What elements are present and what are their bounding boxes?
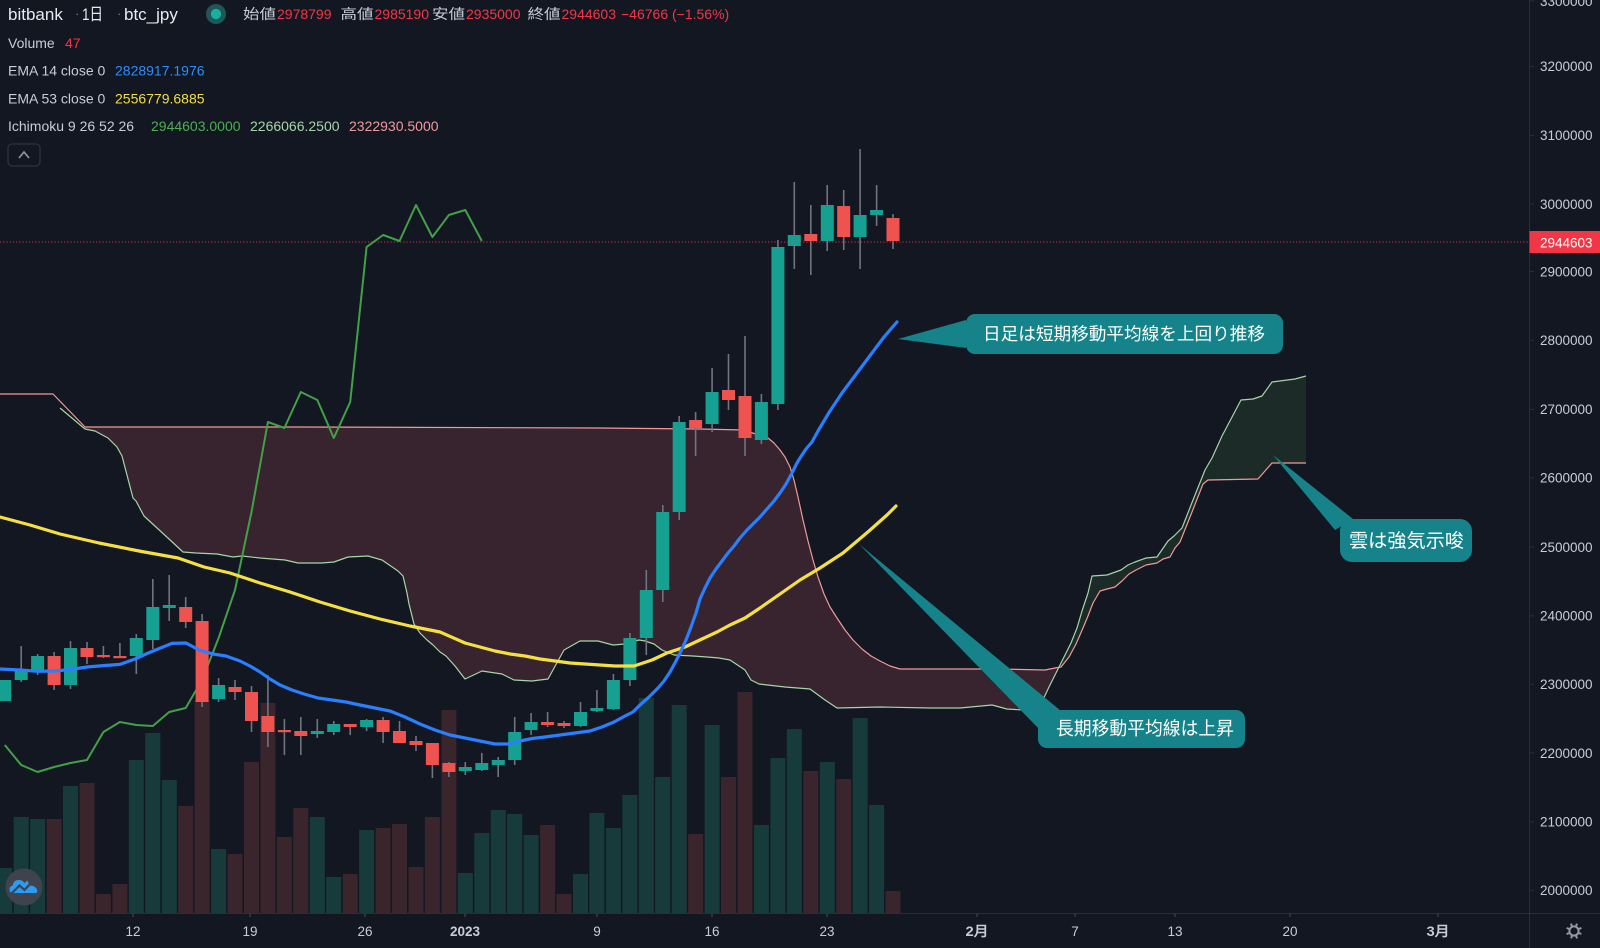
svg-text:20: 20 [1282,924,1297,939]
svg-text:2700000: 2700000 [1540,402,1593,417]
svg-text:3200000: 3200000 [1540,59,1593,74]
svg-text:長期移動平均線は上昇: 長期移動平均線は上昇 [1056,718,1234,739]
svg-text:2985190: 2985190 [375,6,430,22]
svg-text:2500000: 2500000 [1540,540,1593,555]
svg-text:3月: 3月 [1427,924,1450,939]
svg-text:2944603: 2944603 [562,6,617,22]
svg-text:bitbank: bitbank [8,5,63,24]
svg-text:2828917.1976: 2828917.1976 [115,63,205,79]
svg-text:12: 12 [125,924,140,939]
svg-text:2935000: 2935000 [466,6,521,22]
svg-text:2600000: 2600000 [1540,471,1593,486]
svg-text:始値: 始値 [243,6,276,22]
svg-text:EMA 53 close 0: EMA 53 close 0 [8,91,105,107]
svg-text:2400000: 2400000 [1540,609,1593,624]
svg-text:2944603: 2944603 [1540,235,1593,250]
svg-text:2023: 2023 [450,924,481,939]
svg-text:·: · [75,6,79,21]
svg-text:Volume: Volume [8,35,55,51]
svg-text:2266066.2500: 2266066.2500 [250,118,340,134]
svg-text:3300000: 3300000 [1540,0,1593,9]
svg-text:2300000: 2300000 [1540,677,1593,692]
svg-text:2200000: 2200000 [1540,746,1593,761]
svg-text:2322930.5000: 2322930.5000 [349,118,439,134]
svg-text:16: 16 [704,924,719,939]
svg-text:3100000: 3100000 [1540,128,1593,143]
svg-text:1日: 1日 [82,5,103,24]
svg-text:13: 13 [1167,924,1182,939]
svg-text:2556779.6885: 2556779.6885 [115,91,205,107]
svg-text:日足は短期移動平均線を上回り推移: 日足は短期移動平均線を上回り推移 [983,324,1265,344]
svg-text:23: 23 [819,924,834,939]
svg-text:3000000: 3000000 [1540,197,1593,212]
svg-text:47: 47 [65,35,81,51]
svg-text:26: 26 [357,924,372,939]
svg-text:高値: 高値 [341,6,374,22]
svg-text:安値: 安値 [432,6,465,22]
svg-text:2000000: 2000000 [1540,883,1593,898]
svg-text:2800000: 2800000 [1540,333,1593,348]
svg-text:9: 9 [593,924,601,939]
svg-text:Ichimoku 9 26 52 26: Ichimoku 9 26 52 26 [8,118,134,134]
svg-text:·: · [117,6,121,21]
svg-text:−46766 (−1.56%): −46766 (−1.56%) [621,6,729,22]
svg-text:btc_jpy: btc_jpy [124,5,178,24]
svg-text:2978799: 2978799 [277,6,332,22]
svg-text:2900000: 2900000 [1540,264,1593,279]
svg-text:2944603.0000: 2944603.0000 [151,118,241,134]
svg-text:終値: 終値 [528,6,561,22]
svg-text:雲は強気示唆: 雲は強気示唆 [1349,530,1464,552]
svg-text:19: 19 [242,924,257,939]
svg-text:EMA 14 close 0: EMA 14 close 0 [8,63,105,79]
svg-text:7: 7 [1071,924,1079,939]
svg-text:2月: 2月 [966,924,989,939]
svg-text:2100000: 2100000 [1540,815,1593,830]
